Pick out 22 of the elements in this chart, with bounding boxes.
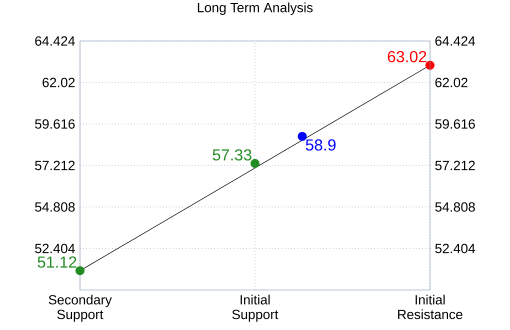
y-tick-label: 62.02 <box>42 78 75 88</box>
y2-tick-label: 54.808 <box>435 202 475 212</box>
y2-tick-label: 64.424 <box>435 36 476 46</box>
y2-tick-label: 57.212 <box>435 160 475 170</box>
data-label: 57.33 <box>212 149 252 161</box>
y2-tick-label: 52.404 <box>435 244 476 254</box>
point <box>75 266 85 276</box>
y-tick-label: 52.404 <box>35 244 75 254</box>
point <box>250 158 260 168</box>
y-tick-label: 57.212 <box>35 160 75 170</box>
y-tick-label: 64.424 <box>35 36 75 46</box>
y2-tick-label: 62.02 <box>435 78 468 88</box>
data-label: 51.12 <box>38 256 76 268</box>
x-tick-label: Secondary Support <box>48 294 112 322</box>
chart-title: Long Term Analysis <box>198 2 313 15</box>
y-tick-label: 54.808 <box>35 202 75 212</box>
y2-tick-label: 59.616 <box>435 119 475 129</box>
x-tick-label: Initial Support <box>232 294 278 322</box>
x-tick-label: Initial Resistance <box>398 294 462 320</box>
data-label: 58.9 <box>306 139 336 151</box>
data-label: 63.02 <box>388 50 426 62</box>
y-tick-label: 59.616 <box>35 119 75 129</box>
